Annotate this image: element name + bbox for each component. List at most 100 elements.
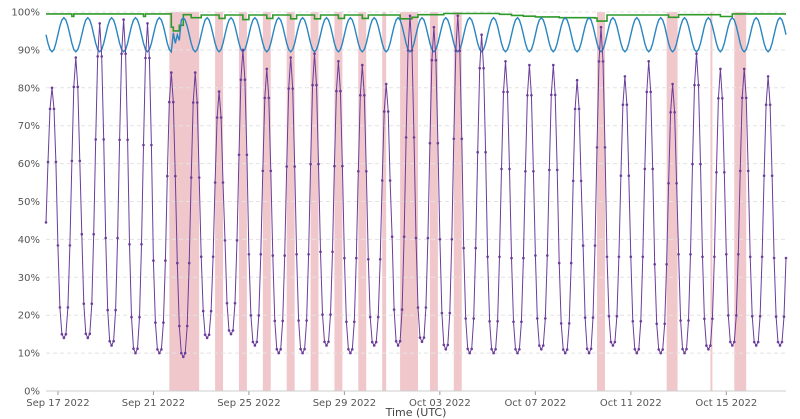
series-2-point-45 <box>134 351 137 355</box>
y-tick-label-70: 70% <box>18 121 40 132</box>
series-2-point-306 <box>653 263 656 266</box>
series-2-point-91 <box>225 301 229 305</box>
series-2-point-238 <box>518 348 521 351</box>
series-2-point-209 <box>460 137 464 141</box>
series-2-point-24 <box>92 232 95 236</box>
series-2-point-356 <box>752 340 756 344</box>
series-2-point-139 <box>321 313 324 316</box>
series-2-point-346 <box>733 340 736 344</box>
series-2-point-270 <box>581 244 585 247</box>
series-2-point-370 <box>780 340 784 344</box>
series-2-point-203 <box>448 311 452 315</box>
series-2-point-185 <box>412 136 416 139</box>
series-2-point-119 <box>281 319 285 323</box>
series-2-point-344 <box>729 340 732 344</box>
series-2-point-167 <box>376 315 380 319</box>
series-2-point-166 <box>374 340 378 344</box>
series-2-point-38 <box>120 52 123 56</box>
series-2-point-354 <box>748 255 752 259</box>
series-2-point-76 <box>195 101 199 104</box>
series-2-point-127 <box>297 319 300 322</box>
series-2-point-42 <box>128 243 131 246</box>
series-2-point-304 <box>649 90 652 94</box>
series-2-point-252 <box>546 254 549 257</box>
series-2-point-3 <box>50 86 54 90</box>
series-2-point-244 <box>530 94 533 97</box>
series-2-point-204 <box>450 238 454 241</box>
series-2-point-10 <box>64 332 68 336</box>
series-2-point-22 <box>88 332 92 336</box>
series-2-point-64 <box>172 100 175 104</box>
series-2-point-149 <box>341 164 344 168</box>
series-2-point-182 <box>406 49 410 52</box>
series-2-point-267 <box>575 78 579 82</box>
series-2-point-108 <box>259 253 263 256</box>
series-2-point-184 <box>410 49 414 52</box>
series-2-point-283 <box>607 314 611 318</box>
series-2-point-130 <box>303 347 306 351</box>
series-2-point-341 <box>723 171 726 174</box>
series-2-point-87 <box>217 90 221 93</box>
series-2-point-296 <box>633 347 637 351</box>
series-2-point-224 <box>490 347 493 351</box>
series-2-point-325 <box>691 162 694 166</box>
series-2-point-294 <box>629 255 633 259</box>
series-2-point-190 <box>422 336 426 339</box>
series-2-point-92 <box>227 329 231 332</box>
series-2-point-138 <box>319 250 322 254</box>
series-2-point-109 <box>261 169 265 173</box>
series-2-point-311 <box>663 322 666 326</box>
series-2-point-96 <box>235 239 239 242</box>
series-2-point-126 <box>295 253 298 256</box>
series-2-point-114 <box>271 254 275 257</box>
highlight-band-11 <box>453 12 462 391</box>
series-2-point-159 <box>361 63 364 67</box>
series-2-point-66 <box>176 261 179 265</box>
x-tick-label-6: Oct 11 2022 <box>600 398 662 409</box>
series-2-point-142 <box>327 340 330 344</box>
series-2-point-40 <box>124 52 127 56</box>
series-2-point-237 <box>516 351 519 355</box>
series-2-point-367 <box>774 315 778 319</box>
series-2-point-287 <box>615 314 619 318</box>
series-2-point-333 <box>707 348 710 351</box>
series-2-point-19 <box>82 302 86 306</box>
series-2-point-169 <box>380 179 384 182</box>
series-2-point-302 <box>645 90 649 94</box>
series-2-point-94 <box>231 329 235 332</box>
series-2-point-86 <box>215 116 219 119</box>
series-2-point-71 <box>185 324 189 328</box>
series-2-point-272 <box>585 347 589 351</box>
series-2-point-364 <box>768 103 772 106</box>
series-2-point-110 <box>263 96 267 100</box>
x-tick-label-0: Sep 17 2022 <box>26 398 89 409</box>
y-tick-label-0: 0% <box>24 387 40 398</box>
series-2-point-347 <box>735 314 738 317</box>
series-2-point-8 <box>60 332 64 336</box>
series-2-point-124 <box>291 87 295 90</box>
series-2-point-26 <box>96 55 99 58</box>
series-2-point-348 <box>737 253 740 256</box>
series-2-point-84 <box>211 255 215 258</box>
series-2-point-14 <box>72 85 76 89</box>
series-2-point-189 <box>420 340 424 344</box>
series-2-point-221 <box>484 150 487 154</box>
highlight-band-1 <box>215 12 224 391</box>
y-tick-label-90: 90% <box>18 45 40 56</box>
series-2-point-239 <box>520 320 523 324</box>
series-2-point-102 <box>247 253 251 256</box>
series-2-point-53 <box>150 143 153 147</box>
series-2-point-4 <box>52 107 56 111</box>
series-2-point-120 <box>283 254 287 257</box>
series-2-point-247 <box>536 317 539 320</box>
series-2-point-327 <box>695 52 698 55</box>
series-2-point-284 <box>609 340 613 344</box>
series-2-point-217 <box>476 150 480 154</box>
series-2-point-220 <box>482 66 485 70</box>
series-2-point-83 <box>209 309 213 313</box>
x-axis-label: Time (UTC) <box>385 406 447 419</box>
series-2-point-170 <box>382 110 386 113</box>
series-2-point-160 <box>363 94 366 97</box>
series-2-point-115 <box>273 319 277 323</box>
series-2-point-290 <box>621 103 625 106</box>
